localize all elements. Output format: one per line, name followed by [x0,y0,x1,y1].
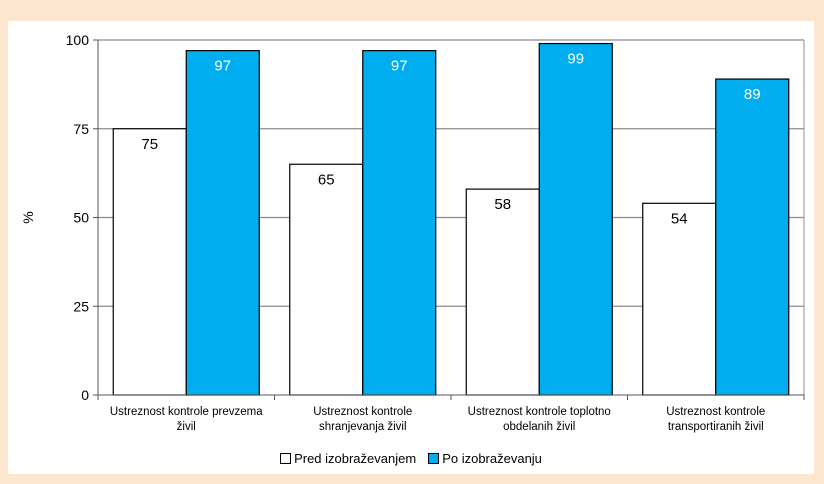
x-tick-label: živil [177,421,196,433]
data-label: 54 [671,210,688,227]
y-tick-label: 100 [66,32,90,48]
legend-swatch [428,453,440,464]
y-tick-label: 25 [73,298,89,314]
legend-item-pred: Pred izobraževanjem [280,451,416,466]
bar-pred-2 [465,188,540,396]
y-axis: 0 25 50 75 100 [66,32,99,403]
data-label: 99 [567,51,584,68]
bar-pred-3 [642,202,717,396]
data-label: 65 [318,171,335,188]
bar-po-1 [362,50,437,396]
x-tick-label: Ustreznost kontrole [313,406,412,418]
bar-chart: 0 25 50 75 100 75 97 65 97 58 99 54 89 Ustreznost k… [20,32,805,433]
data-labels: 75 97 65 97 58 99 54 89 [141,51,760,228]
x-tick-label: Ustreznost kontrole prevzema [110,406,263,418]
x-tick-label: shranjevanja živil [319,421,407,433]
data-label: 97 [214,58,231,75]
data-label: 89 [744,86,761,103]
legend-item-po: Po izobraževanju [428,451,542,466]
data-label: 58 [494,196,511,213]
x-tick-label: transportiranih živil [668,421,764,433]
chart-frame: 0 25 50 75 100 75 97 65 97 58 99 54 89 Ustreznost k… [8,21,814,474]
legend-label: Po izobraževanju [442,451,542,466]
legend: Pred izobraževanjem Po izobraževanju [8,451,814,466]
legend-label: Pred izobraževanjem [294,451,417,466]
x-tick-label: obdelanih živil [503,421,575,433]
x-tick-label: Ustreznost kontrole toplotno [468,406,611,418]
bar-pred-0 [112,128,187,396]
bar-po-3 [715,78,790,396]
bars [112,42,790,396]
y-tick-label: 50 [73,210,89,226]
bar-po-2 [538,42,613,396]
data-label: 75 [141,136,158,153]
y-axis-label: % [20,211,36,223]
y-tick-label: 75 [73,121,89,137]
x-axis: Ustreznost kontrole prevzema živil Ustrezn… [97,394,805,433]
x-tick-label: Ustreznost kontrole [666,406,765,418]
bar-pred-1 [289,163,364,396]
y-tick-label: 0 [81,387,89,403]
data-label: 97 [391,58,408,75]
bar-po-0 [185,50,260,396]
legend-swatch [280,453,292,464]
